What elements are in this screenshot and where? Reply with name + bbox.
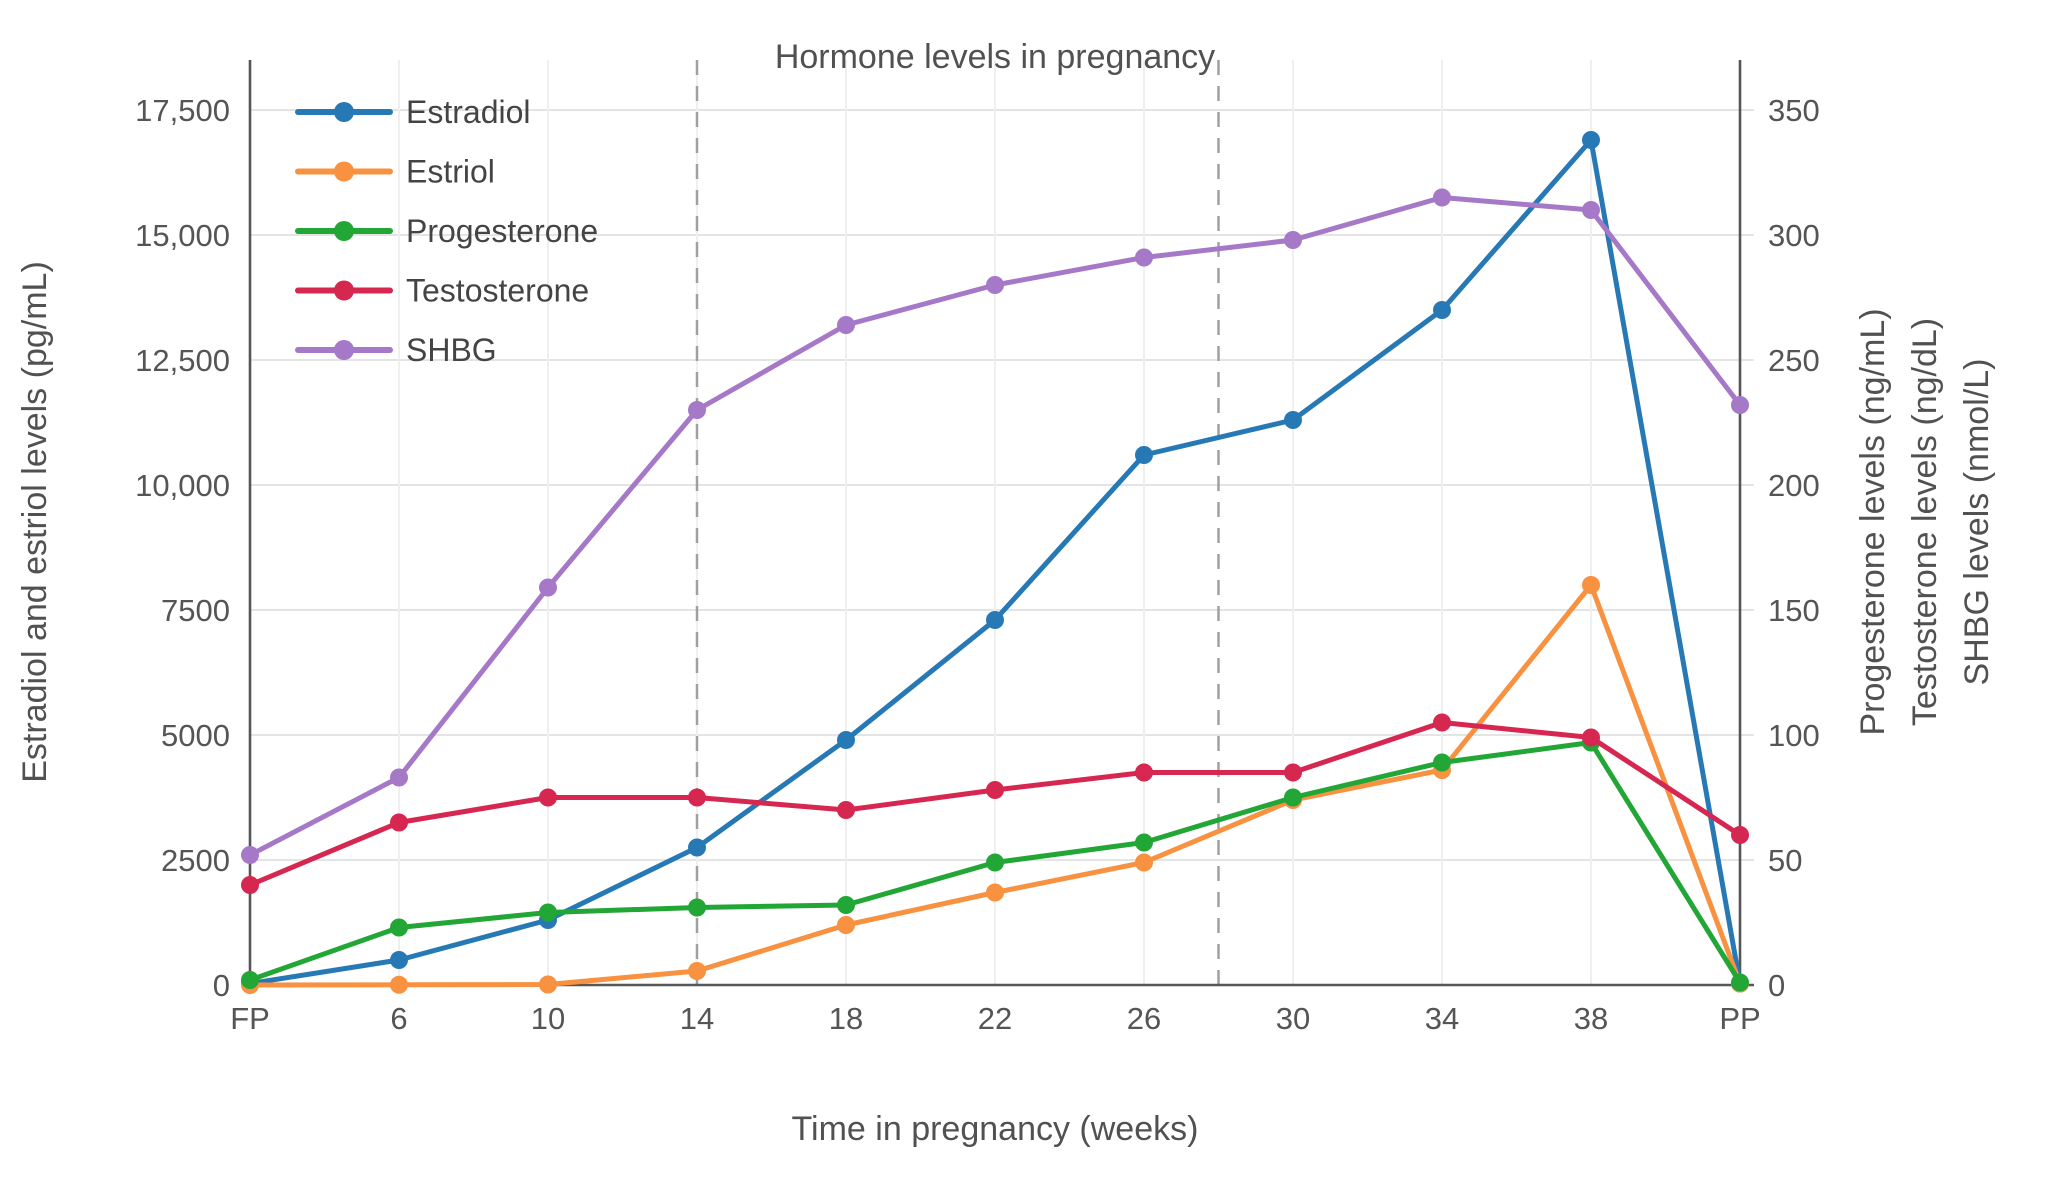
legend-label: Estriol: [406, 154, 495, 190]
marker-testosterone: [390, 813, 408, 832]
marker-testosterone: [539, 788, 557, 807]
x-tick-label: 26: [1127, 1001, 1161, 1036]
legend-label: SHBG: [406, 332, 497, 368]
marker-estradiol: [1433, 301, 1451, 319]
y-left-tick-label: 12,500: [135, 343, 230, 378]
marker-shbg: [986, 276, 1004, 294]
marker-testosterone: [241, 876, 259, 894]
marker-shbg: [390, 768, 408, 787]
marker-shbg: [1284, 231, 1302, 249]
marker-estradiol: [390, 951, 408, 969]
x-tick-label: 10: [531, 1001, 565, 1036]
marker-shbg: [1135, 248, 1153, 267]
marker-testosterone: [986, 781, 1004, 799]
marker-estradiol: [688, 838, 706, 857]
marker-estradiol: [986, 611, 1004, 629]
legend-item-testosterone[interactable]: Testosterone: [295, 273, 589, 309]
marker-testosterone: [1284, 763, 1302, 782]
y-right-tick-label: 350: [1768, 93, 1820, 128]
marker-estradiol: [837, 731, 855, 749]
marker-progesterone: [1284, 788, 1302, 807]
x-tick-label: PP: [1719, 1001, 1760, 1036]
chart-title: Hormone levels in pregnancy: [775, 38, 1215, 76]
y-right-tick-label: 250: [1768, 343, 1820, 378]
marker-estradiol: [1284, 411, 1302, 429]
x-tick-label: 38: [1574, 1001, 1608, 1036]
legend-marker: [334, 340, 354, 360]
legend-marker: [334, 221, 354, 241]
legend-item-progesterone[interactable]: Progesterone: [295, 213, 598, 249]
marker-testosterone: [837, 801, 855, 819]
marker-shbg: [1433, 188, 1451, 207]
marker-progesterone: [986, 853, 1004, 872]
plot-area: 0 2500 5000 7500 10,000 12,500 15,000 17,500 0 50…: [135, 60, 1820, 1036]
y-left-tick-label: 0: [213, 968, 230, 1003]
y-left-tick-label: 15,000: [135, 218, 230, 253]
marker-estriol: [688, 962, 706, 980]
marker-estriol: [539, 975, 557, 994]
x-tick-label: 14: [680, 1001, 714, 1036]
y-right-tick-label: 0: [1768, 968, 1785, 1003]
marker-testosterone: [688, 788, 706, 807]
y-left-tick-label: 17,500: [135, 93, 230, 128]
marker-shbg: [1582, 201, 1600, 219]
y-left-tick-label: 10,000: [135, 468, 230, 503]
marker-shbg: [688, 401, 706, 419]
legend-label: Estradiol: [406, 94, 531, 130]
marker-shbg: [241, 846, 259, 864]
marker-testosterone: [1135, 763, 1153, 782]
marker-estradiol: [1582, 131, 1600, 149]
marker-shbg: [1731, 396, 1749, 414]
x-tick-label: 34: [1425, 1001, 1459, 1036]
y-axis-right-title-progesterone: Progesterone levels (ng/mL): [1854, 308, 1892, 735]
marker-shbg: [837, 316, 855, 334]
y-right-tick-label: 150: [1768, 593, 1820, 628]
marker-progesterone: [1731, 973, 1749, 992]
x-tick-label: 6: [390, 1001, 407, 1036]
y-left-tick-label: 2500: [161, 843, 230, 878]
marker-progesterone: [390, 918, 408, 937]
legend-marker: [334, 161, 354, 182]
x-tick-label: FP: [230, 1001, 270, 1036]
y-right-tick-label: 300: [1768, 218, 1820, 253]
legend-label: Testosterone: [406, 273, 589, 309]
y-left-tick-label: 7500: [161, 593, 230, 628]
legend-item-estriol[interactable]: Estriol: [295, 154, 495, 190]
marker-progesterone: [837, 896, 855, 914]
y-axis-right-title-shbg: SHBG levels (nmol/L): [1958, 359, 1996, 686]
legend-marker: [334, 102, 354, 122]
y-axis-left-title: Estradiol and estriol levels (pg/mL): [16, 261, 54, 783]
x-tick-label: 22: [978, 1001, 1012, 1036]
x-tick-label: 30: [1276, 1001, 1310, 1036]
marker-testosterone: [1582, 728, 1600, 747]
y-right-tick-label: 200: [1768, 468, 1820, 503]
marker-progesterone: [1433, 753, 1451, 772]
marker-estriol: [986, 883, 1004, 902]
marker-testosterone: [1433, 713, 1451, 732]
legend-marker: [334, 280, 354, 301]
marker-progesterone: [688, 898, 706, 917]
legend-item-estradiol[interactable]: Estradiol: [295, 94, 531, 130]
marker-progesterone: [1135, 833, 1153, 852]
marker-progesterone: [539, 903, 557, 922]
y-left-tick-label: 5000: [161, 718, 230, 753]
marker-estriol: [837, 916, 855, 934]
marker-shbg: [539, 578, 557, 597]
x-axis-title: Time in pregnancy (weeks): [792, 1110, 1199, 1148]
marker-estriol: [1135, 853, 1153, 872]
legend-item-shbg[interactable]: SHBG: [295, 332, 497, 368]
marker-estriol: [390, 975, 408, 994]
marker-estriol: [1582, 576, 1600, 594]
marker-estradiol: [1135, 446, 1153, 464]
x-tick-label: 18: [829, 1001, 863, 1036]
legend-label: Progesterone: [406, 213, 598, 249]
y-axis-right-title-testosterone: Testosterone levels (ng/dL): [1906, 318, 1944, 726]
marker-testosterone: [1731, 826, 1749, 844]
y-right-tick-label: 100: [1768, 718, 1820, 753]
marker-progesterone: [241, 971, 259, 989]
y-right-tick-label: 50: [1768, 843, 1802, 878]
